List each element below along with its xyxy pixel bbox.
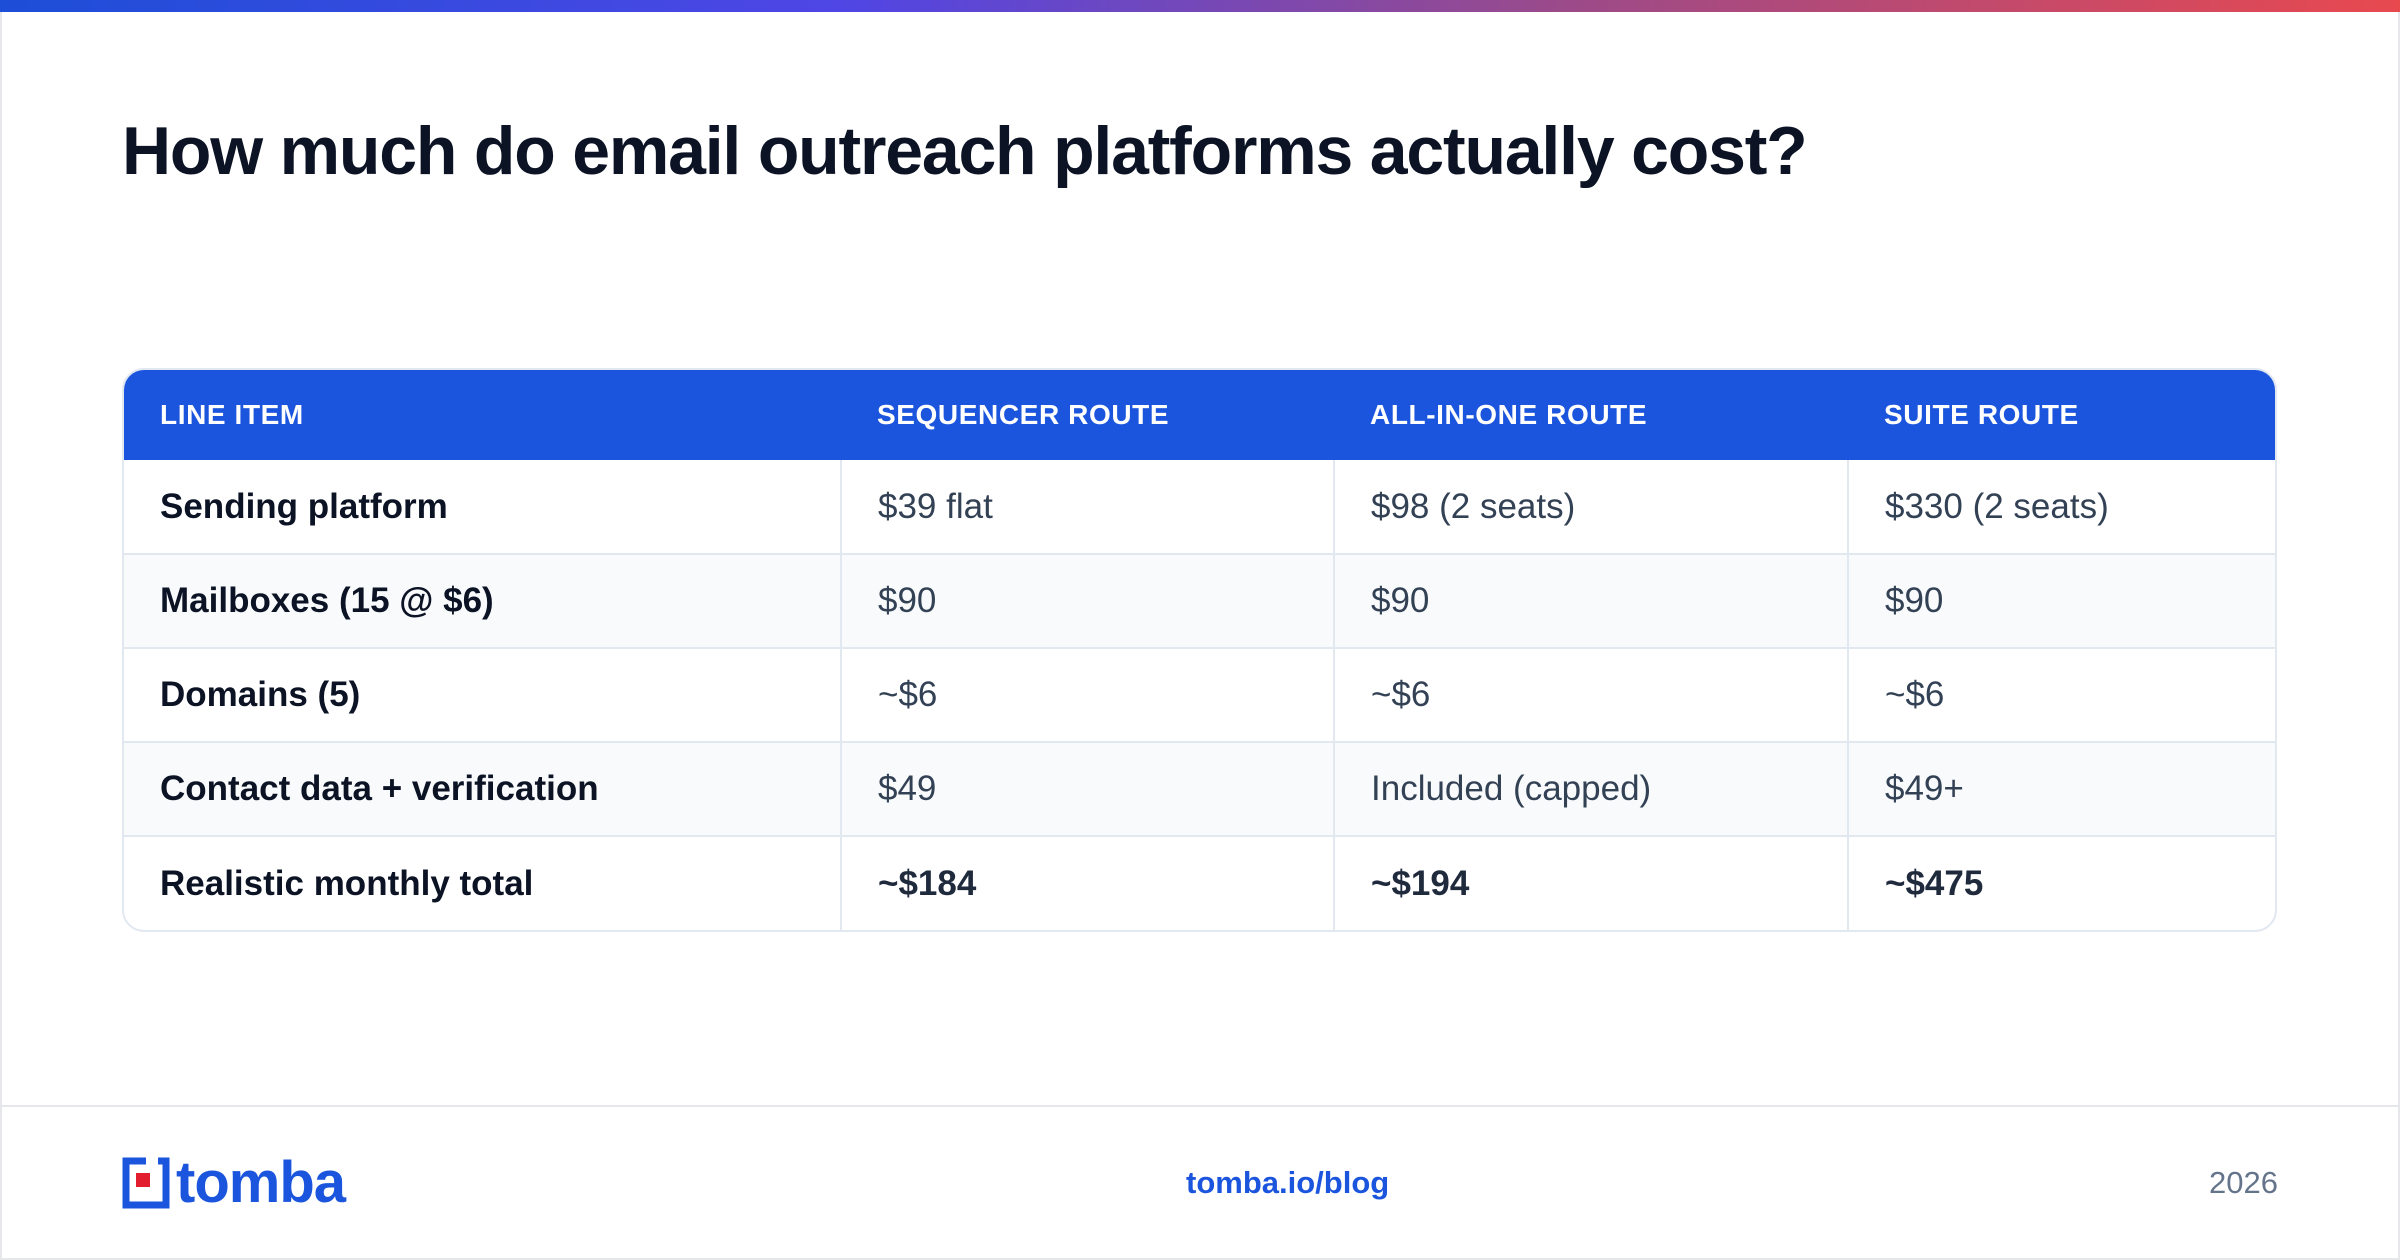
pricing-table: LINE ITEM SEQUENCER ROUTE ALL-IN-ONE ROU… [124, 370, 2275, 930]
sequencer-total-cell: ~$184 [840, 835, 1334, 930]
table-row: Sending platform $39 flat $98 (2 seats) … [124, 460, 2275, 554]
row-label: Sending platform [160, 486, 448, 526]
all-in-one-cell: $90 [1333, 553, 1848, 648]
sequencer-cell: $90 [840, 553, 1334, 648]
sequencer-cell: $39 flat [840, 460, 1334, 554]
footer-divider [0, 1105, 2400, 1107]
page-title: How much do email outreach platforms act… [122, 113, 1808, 189]
footer-year: 2026 [2209, 1165, 2278, 1200]
top-gradient-stripe [0, 0, 2400, 12]
table-row: Contact data + verification $49 Included… [124, 741, 2275, 836]
all-in-one-cell: $98 (2 seats) [1333, 460, 1848, 554]
tomba-logo-icon [122, 1156, 170, 1208]
table-header-row: LINE ITEM SEQUENCER ROUTE ALL-IN-ONE ROU… [124, 370, 2275, 460]
suite-cell: $90 [1847, 553, 2275, 648]
tomba-logo[interactable]: tomba [122, 1149, 346, 1215]
row-label: Mailboxes (15 @ $6) [124, 553, 841, 648]
all-in-one-total-cell: ~$194 [1333, 835, 1848, 930]
table-row: Mailboxes (15 @ $6) $90 $90 $90 [124, 553, 2275, 648]
suite-total-cell: ~$475 [1847, 835, 2275, 930]
blog-link[interactable]: tomba.io/blog [1186, 1165, 1390, 1200]
header-suite-route: SUITE ROUTE [1884, 399, 2079, 430]
suite-cell: $330 (2 seats) [1847, 460, 2275, 554]
header-all-in-one-route: ALL-IN-ONE ROUTE [1370, 399, 1648, 430]
sequencer-cell: $49 [840, 741, 1334, 836]
all-in-one-cell: Included (capped) [1333, 741, 1848, 836]
table-row-total: Realistic monthly total ~$184 ~$194 ~$47… [124, 835, 2275, 930]
row-label: Contact data + verification [124, 741, 841, 836]
suite-cell: $49+ [1847, 741, 2275, 836]
sequencer-cell: ~$6 [840, 647, 1334, 742]
row-label: Realistic monthly total [124, 835, 841, 930]
cost-table: LINE ITEM SEQUENCER ROUTE ALL-IN-ONE ROU… [122, 368, 2277, 932]
table-row: Domains (5) ~$6 ~$6 ~$6 [124, 647, 2275, 742]
suite-cell: ~$6 [1847, 647, 2275, 742]
row-label: Domains (5) [124, 647, 841, 742]
header-line-item: LINE ITEM [160, 399, 304, 430]
logo-wordmark: tomba [176, 1149, 346, 1215]
header-sequencer-route: SEQUENCER ROUTE [877, 399, 1170, 430]
all-in-one-cell: ~$6 [1333, 647, 1848, 742]
